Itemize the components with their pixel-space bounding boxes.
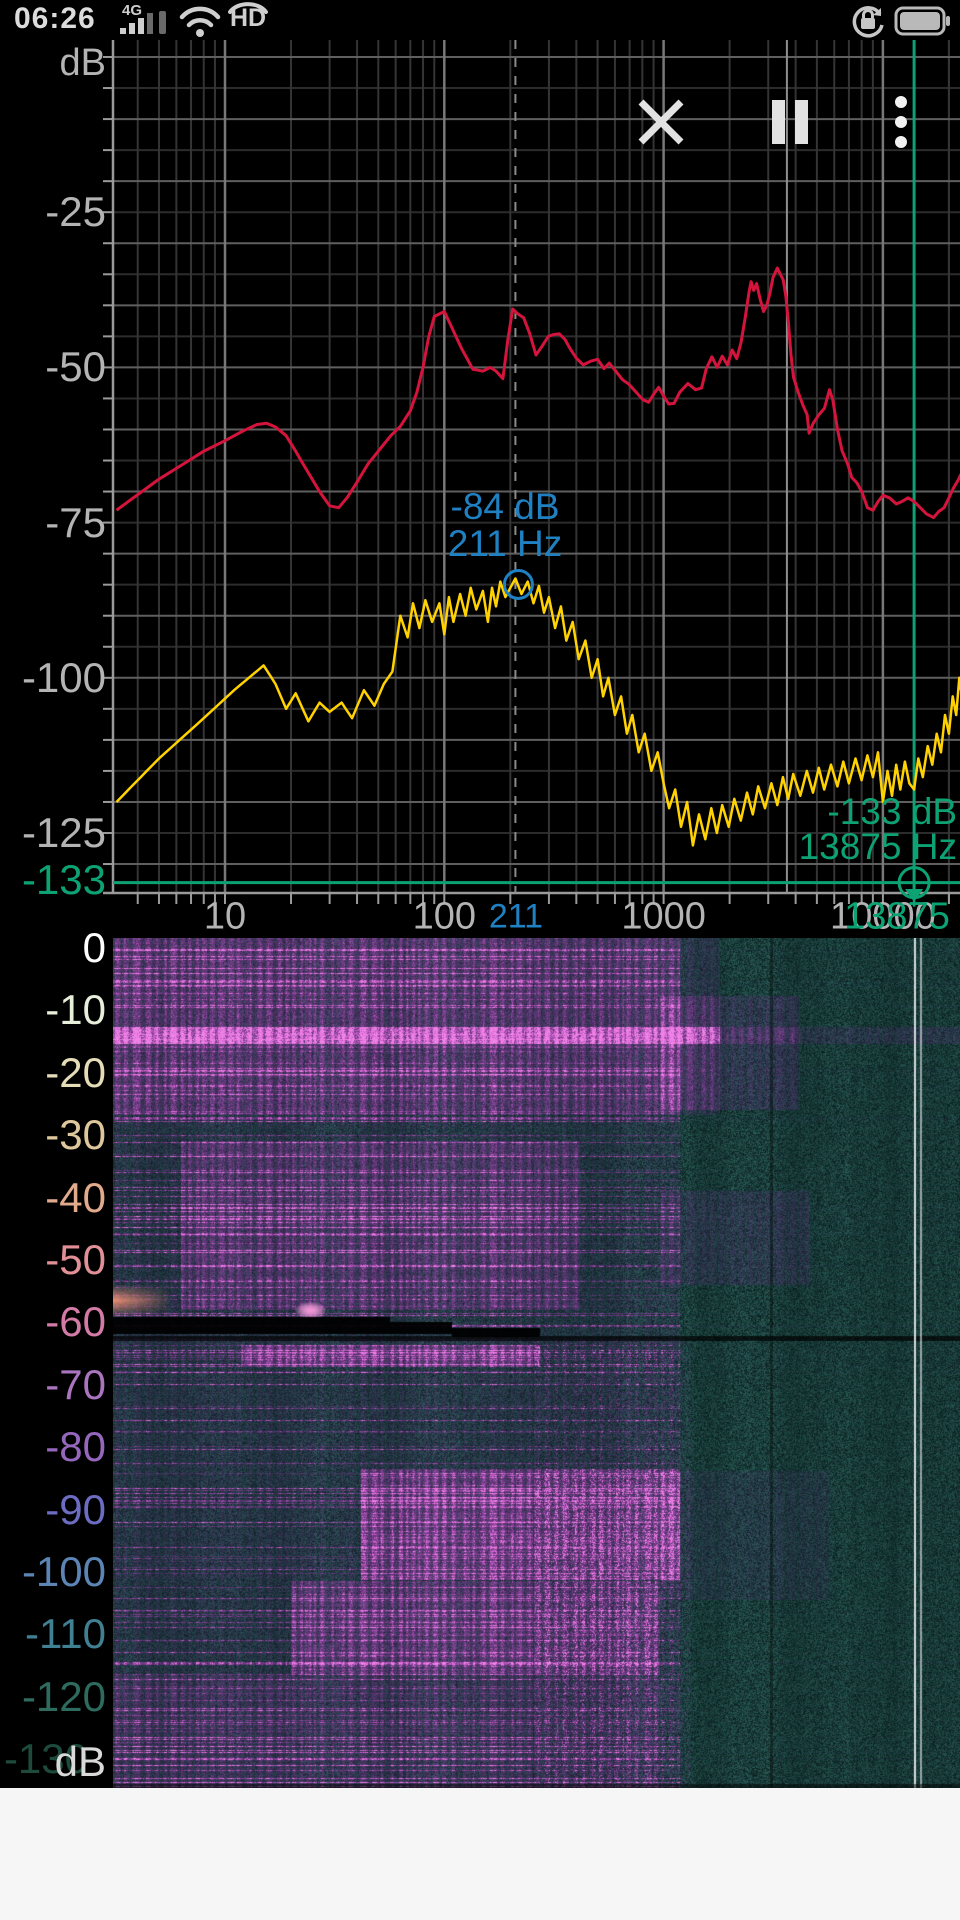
y-axis-tick-label: -50 [45,343,106,391]
rotation-lock-icon [852,6,884,38]
close-button[interactable] [637,98,685,146]
color-scale-label: -80 [45,1423,106,1471]
pause-button[interactable] [768,98,812,146]
floor-db-label: -133 [21,855,106,903]
x-axis-tick-label: 10 [203,895,247,938]
green-cursor-axis-label: 13875 [844,895,950,938]
hd-volte-icon: HD [230,4,267,32]
wifi-icon [179,6,221,37]
color-scale-label: -50 [45,1236,106,1283]
y-axis-tick-label: -25 [45,188,106,236]
x-axis-tick-label: 10000 [830,895,936,938]
color-scale-label: -110 [25,1610,106,1658]
y-axis-tick-label: -75 [45,498,106,546]
color-scale-label: -120 [21,1672,106,1720]
network-type-badge: 4G [122,2,143,19]
color-scale-label: -70 [45,1360,106,1408]
y-axis-tick-label: -125 [21,809,106,856]
color-scale-label: -90 [45,1485,106,1533]
status-bar: 06:26 4G HD [0,0,960,40]
overflow-menu-button[interactable] [889,94,913,150]
spectrum-plot[interactable] [0,0,960,938]
navigation-bar: 昆山论坛 [0,1788,960,1920]
y-axis-tick-label: -100 [21,653,106,701]
color-scale-label: -40 [45,1173,106,1221]
green-cursor-freq-readout: 13875 Hz [798,826,957,867]
spectrogram-pane: 0 -10 -20 -30 -40 -50 -60 -70 -80 -90 -100 -110 -120… [0,924,960,1788]
y-axis-unit-label: dB [59,42,106,84]
blue-cursor-freq-readout: 211 Hz [447,523,563,564]
color-scale-label: -100 [21,1548,106,1595]
signal-bars-icon [120,11,166,34]
waterfall-spectrogram[interactable] [113,938,960,1788]
hd-arc [228,2,268,14]
x-axis-tick-label: 1000 [621,895,706,938]
color-scale-label: -30 [45,1111,106,1159]
color-scale-unit-label: dB [54,1738,106,1785]
blue-cursor-axis-label: 211 [488,897,544,936]
clock-text: 06:26 [14,2,96,35]
color-scale-label: -130 [3,1735,88,1783]
color-scale-label: -60 [45,1298,106,1346]
color-scale-label: -10 [45,986,106,1034]
green-cursor-db-readout: -133 dB [827,791,957,832]
blue-cursor-db-readout: -84 dB [450,486,560,527]
spectrum-pane[interactable]: dB -25 -50 -75 -100 -125 -133 10 100 1000 10000 … [0,0,960,938]
x-axis-tick-label: 100 [412,895,476,938]
color-scale-label: -20 [45,1048,106,1096]
color-scale-label: 0 [82,924,106,971]
battery-icon [894,6,950,36]
